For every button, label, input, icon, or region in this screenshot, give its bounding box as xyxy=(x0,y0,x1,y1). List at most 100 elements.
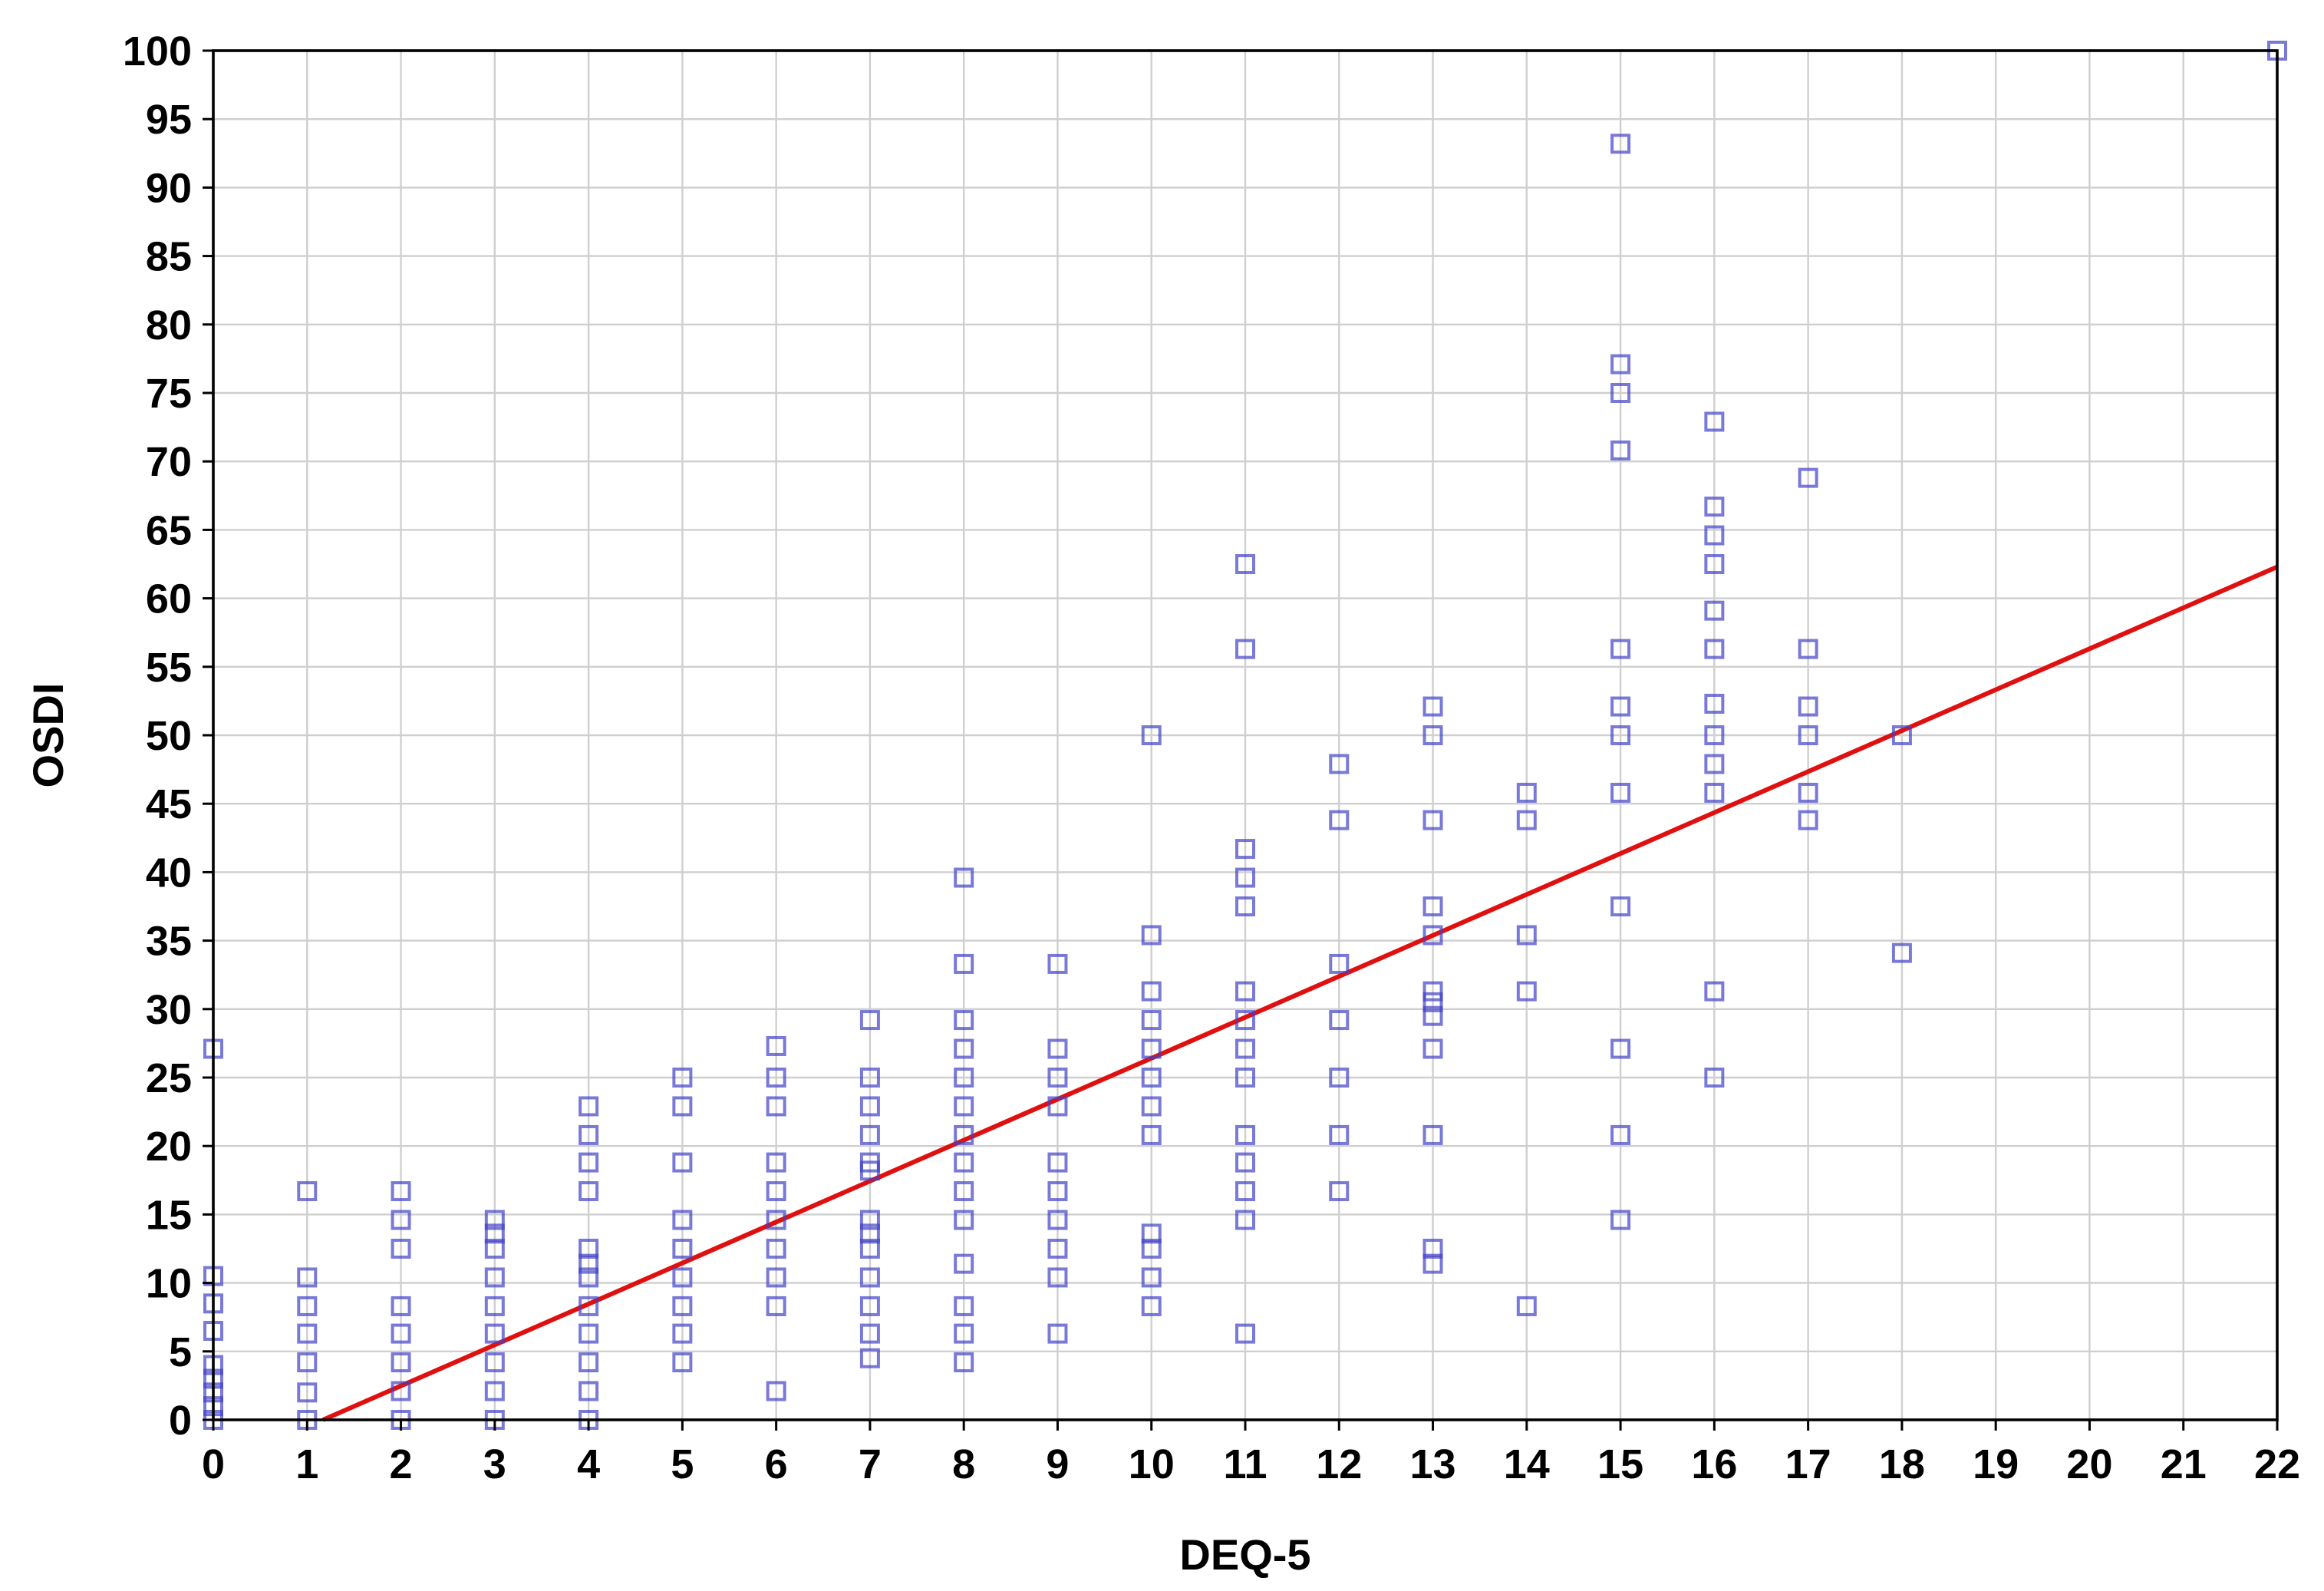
data-point xyxy=(579,1352,599,1373)
data-point xyxy=(1047,1068,1068,1088)
x-tick-label: 20 xyxy=(2066,1441,2112,1487)
data-point xyxy=(1704,981,1725,1002)
y-tick-label: 40 xyxy=(146,850,192,896)
data-point xyxy=(579,1381,599,1401)
data-point xyxy=(484,1210,505,1230)
data-point xyxy=(1610,1124,1631,1145)
data-point xyxy=(1704,639,1725,659)
y-tick-label: 20 xyxy=(146,1124,192,1170)
data-point xyxy=(859,1124,880,1145)
x-tick-label: 17 xyxy=(1785,1441,1831,1487)
data-point xyxy=(859,1323,880,1344)
data-point xyxy=(1235,1068,1255,1088)
data-point xyxy=(1704,525,1725,546)
data-point xyxy=(1329,1181,1350,1202)
data-point xyxy=(1516,782,1537,803)
y-tick-label: 35 xyxy=(146,919,192,965)
x-tick-label: 6 xyxy=(765,1441,788,1487)
y-tick-label: 50 xyxy=(146,713,192,759)
data-point xyxy=(1798,639,1818,659)
data-point xyxy=(859,1348,880,1368)
x-axis-ticks: 0 1 2 3 4 5 6 7 8 9 10 11 12 13 14 15 16 17 18 19 20 21 22 xyxy=(202,1420,2300,1487)
data-point xyxy=(859,1152,880,1173)
data-point xyxy=(1704,600,1725,621)
data-point xyxy=(1141,1010,1162,1031)
y-tick-label: 60 xyxy=(146,576,192,622)
y-tick-label: 15 xyxy=(146,1192,192,1238)
data-point xyxy=(1422,925,1443,946)
data-point xyxy=(391,1352,411,1373)
data-point xyxy=(484,1239,505,1259)
data-point xyxy=(1610,896,1631,916)
y-tick-label: 90 xyxy=(146,165,192,211)
data-point xyxy=(1235,896,1255,916)
data-point xyxy=(579,1323,599,1344)
data-point xyxy=(1235,1152,1255,1173)
data-point xyxy=(954,1152,974,1173)
data-point xyxy=(954,1038,974,1059)
data-point xyxy=(859,1296,880,1316)
data-point xyxy=(1329,1124,1350,1145)
data-point xyxy=(1141,1223,1162,1244)
data-point xyxy=(672,1267,693,1288)
data-point xyxy=(1235,1210,1255,1230)
y-tick-label: 45 xyxy=(146,781,192,827)
data-point xyxy=(1891,942,1912,963)
data-point xyxy=(1610,134,1631,154)
data-point xyxy=(1516,810,1537,830)
x-tick-label: 1 xyxy=(295,1441,318,1487)
data-point xyxy=(1141,1296,1162,1316)
data-point xyxy=(859,1068,880,1088)
data-point xyxy=(297,1382,318,1403)
data-point xyxy=(579,1096,599,1117)
data-point xyxy=(391,1323,411,1344)
data-point xyxy=(391,1210,411,1230)
data-point xyxy=(954,1096,974,1117)
data-point xyxy=(1235,1323,1255,1344)
data-point xyxy=(859,1223,880,1244)
data-point xyxy=(1235,867,1255,888)
x-tick-label: 13 xyxy=(1410,1441,1456,1487)
data-point xyxy=(1141,1267,1162,1288)
data-point xyxy=(954,1296,974,1316)
data-point xyxy=(297,1352,318,1373)
data-point xyxy=(1422,696,1443,717)
x-tick-label: 22 xyxy=(2254,1441,2300,1487)
data-point xyxy=(1798,467,1818,488)
y-axis-ticks: 0 5 10 15 20 25 30 35 40 45 50 55 60 65 70 75 80 85 90 95 10… xyxy=(123,28,213,1444)
data-point xyxy=(1422,1239,1443,1259)
x-tick-label: 3 xyxy=(483,1441,506,1487)
data-point xyxy=(1610,1038,1631,1059)
data-point xyxy=(1422,1005,1443,1026)
x-tick-label: 12 xyxy=(1316,1441,1362,1487)
data-point xyxy=(1141,1068,1162,1088)
data-point xyxy=(297,1181,318,1202)
y-tick-label: 95 xyxy=(146,97,192,143)
data-point xyxy=(1141,725,1162,745)
x-axis-title: DEQ-5 xyxy=(1179,1530,1310,1579)
data-point xyxy=(766,1181,786,1202)
data-point xyxy=(859,1239,880,1259)
data-point xyxy=(1516,981,1537,1002)
y-axis-title: OSDI xyxy=(24,683,72,788)
data-point xyxy=(766,1096,786,1117)
data-point xyxy=(672,1239,693,1259)
data-point xyxy=(1610,725,1631,745)
x-tick-label: 5 xyxy=(671,1441,694,1487)
data-point xyxy=(1704,725,1725,745)
x-tick-label: 4 xyxy=(577,1441,600,1487)
data-point xyxy=(1141,1096,1162,1117)
data-point xyxy=(1422,725,1443,745)
data-point xyxy=(297,1323,318,1344)
data-point xyxy=(1422,1124,1443,1145)
x-tick-label: 21 xyxy=(2161,1441,2207,1487)
data-point xyxy=(954,1210,974,1230)
data-point xyxy=(579,1181,599,1202)
data-point xyxy=(954,1068,974,1088)
data-point xyxy=(1704,1068,1725,1088)
data-point xyxy=(1422,896,1443,916)
data-point xyxy=(954,953,974,974)
data-point xyxy=(1235,839,1255,860)
data-point xyxy=(954,1010,974,1031)
